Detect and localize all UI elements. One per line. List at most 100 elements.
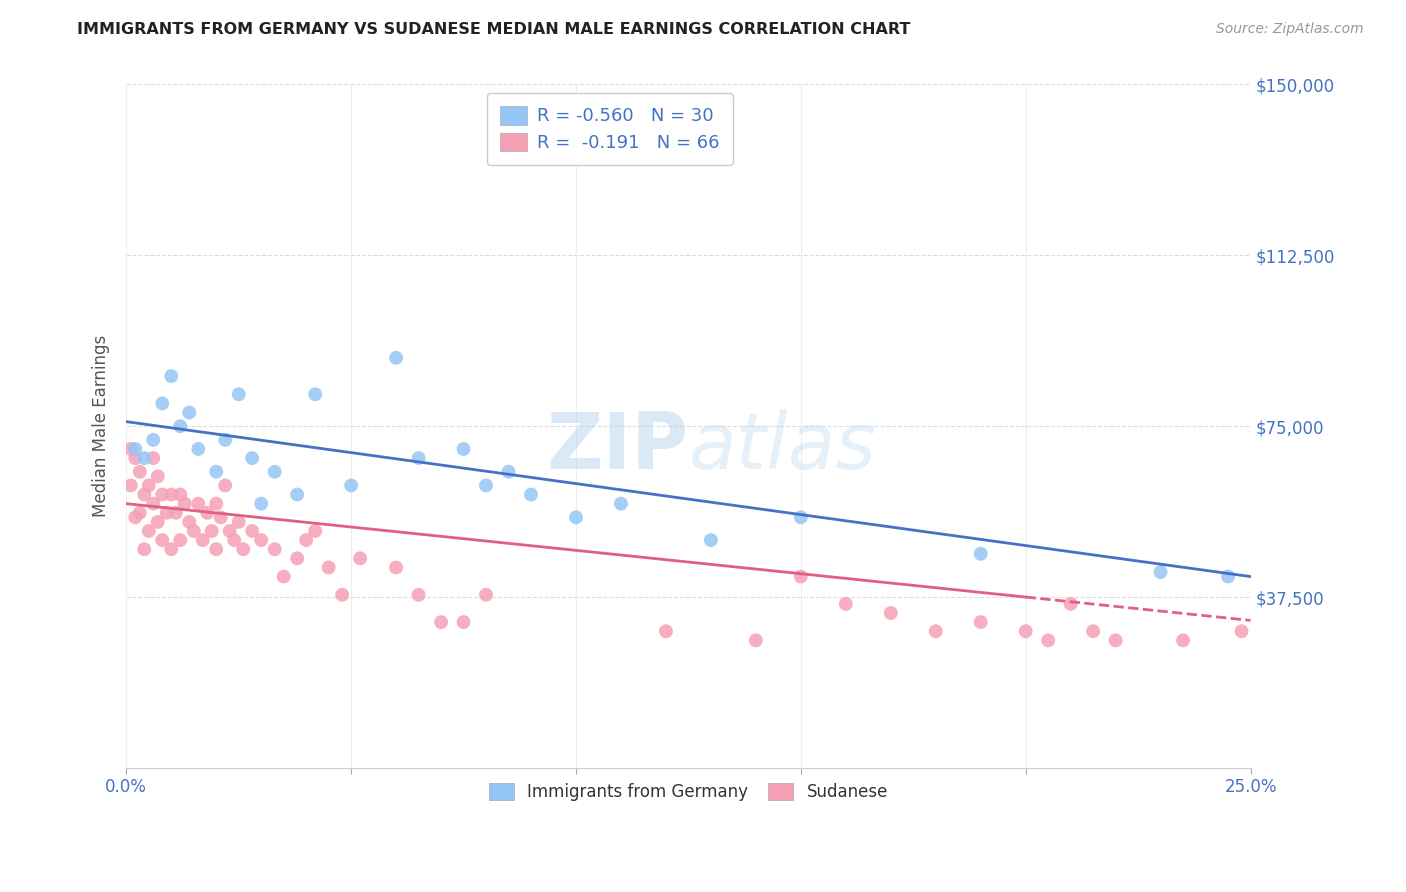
Point xyxy=(142,451,165,466)
Point xyxy=(1149,565,1171,579)
Point xyxy=(430,615,453,629)
Point xyxy=(285,551,308,566)
Point xyxy=(146,515,169,529)
Point xyxy=(304,524,326,538)
Point xyxy=(124,510,146,524)
Point xyxy=(134,451,156,466)
Point xyxy=(214,433,236,447)
Text: ZIP: ZIP xyxy=(546,409,689,484)
Point xyxy=(790,569,813,583)
Point xyxy=(520,487,543,501)
Legend: Immigrants from Germany, Sudanese: Immigrants from Germany, Sudanese xyxy=(475,770,901,814)
Point xyxy=(1216,569,1239,583)
Point xyxy=(610,497,633,511)
Point xyxy=(169,487,191,501)
Point xyxy=(745,633,768,648)
Point xyxy=(224,533,246,548)
Point xyxy=(453,442,475,456)
Point xyxy=(142,497,165,511)
Point xyxy=(134,542,156,557)
Point xyxy=(187,497,209,511)
Point xyxy=(475,478,498,492)
Point xyxy=(240,451,263,466)
Point xyxy=(128,465,150,479)
Point xyxy=(263,465,285,479)
Point xyxy=(160,542,183,557)
Point xyxy=(134,487,156,501)
Point xyxy=(205,497,228,511)
Point xyxy=(138,478,160,492)
Point xyxy=(655,624,678,639)
Point xyxy=(124,442,146,456)
Point xyxy=(173,497,195,511)
Point xyxy=(385,560,408,574)
Point xyxy=(263,542,285,557)
Point xyxy=(1036,633,1059,648)
Point xyxy=(304,387,326,401)
Point xyxy=(385,351,408,365)
Point xyxy=(453,615,475,629)
Point xyxy=(146,469,169,483)
Point xyxy=(156,506,179,520)
Point xyxy=(183,524,205,538)
Text: IMMIGRANTS FROM GERMANY VS SUDANESE MEDIAN MALE EARNINGS CORRELATION CHART: IMMIGRANTS FROM GERMANY VS SUDANESE MEDI… xyxy=(77,22,911,37)
Point xyxy=(124,451,146,466)
Point xyxy=(273,569,295,583)
Point xyxy=(209,510,232,524)
Point xyxy=(160,369,183,384)
Point xyxy=(128,506,150,520)
Point xyxy=(138,524,160,538)
Point xyxy=(142,433,165,447)
Y-axis label: Median Male Earnings: Median Male Earnings xyxy=(93,335,110,517)
Point xyxy=(1171,633,1194,648)
Point xyxy=(250,497,273,511)
Point xyxy=(169,533,191,548)
Point xyxy=(790,510,813,524)
Point xyxy=(408,588,430,602)
Point xyxy=(318,560,340,574)
Point xyxy=(150,487,173,501)
Text: atlas: atlas xyxy=(689,409,876,484)
Point xyxy=(498,465,520,479)
Point xyxy=(1081,624,1104,639)
Point xyxy=(285,487,308,501)
Point xyxy=(187,442,209,456)
Point xyxy=(228,515,250,529)
Point xyxy=(565,510,588,524)
Point xyxy=(179,515,201,529)
Point xyxy=(970,615,993,629)
Point xyxy=(1104,633,1126,648)
Point xyxy=(970,547,993,561)
Point xyxy=(1059,597,1081,611)
Point xyxy=(240,524,263,538)
Point xyxy=(250,533,273,548)
Point xyxy=(201,524,224,538)
Point xyxy=(408,451,430,466)
Text: Source: ZipAtlas.com: Source: ZipAtlas.com xyxy=(1216,22,1364,37)
Point xyxy=(120,478,142,492)
Point xyxy=(205,465,228,479)
Point xyxy=(160,487,183,501)
Point xyxy=(205,542,228,557)
Point xyxy=(330,588,353,602)
Point xyxy=(150,533,173,548)
Point xyxy=(295,533,318,548)
Point xyxy=(218,524,240,538)
Point xyxy=(232,542,254,557)
Point xyxy=(120,442,142,456)
Point xyxy=(1015,624,1038,639)
Point xyxy=(349,551,371,566)
Point xyxy=(165,506,187,520)
Point xyxy=(191,533,214,548)
Point xyxy=(1230,624,1253,639)
Point xyxy=(195,506,218,520)
Point xyxy=(150,396,173,410)
Point xyxy=(340,478,363,492)
Point xyxy=(880,606,903,620)
Point xyxy=(700,533,723,548)
Point xyxy=(179,405,201,419)
Point xyxy=(475,588,498,602)
Point xyxy=(925,624,948,639)
Point xyxy=(169,419,191,434)
Point xyxy=(835,597,858,611)
